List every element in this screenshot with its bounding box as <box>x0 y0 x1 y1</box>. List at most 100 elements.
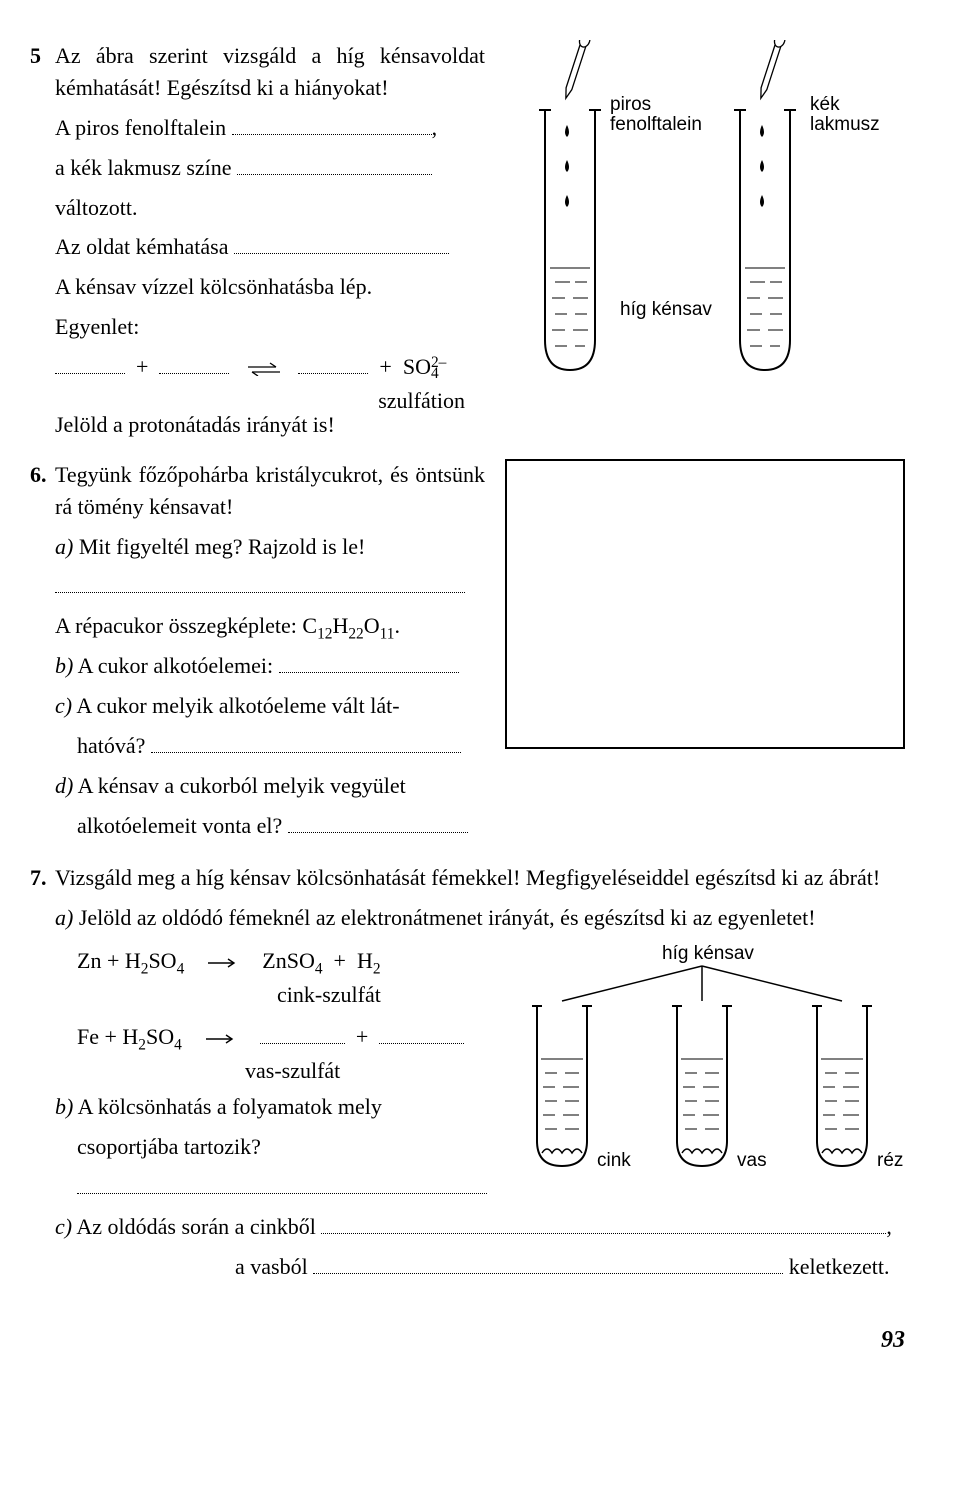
blank[interactable] <box>288 813 468 833</box>
q5-kemhatasa: Az oldat kémhatása <box>55 231 485 263</box>
q6-c1: c) A cukor melyik alkotóeleme vált lát- <box>55 690 485 722</box>
fig7-m2: vas <box>737 1150 767 1171</box>
q7-b-pre: b) <box>55 1094 73 1119</box>
fig7-m3: réz <box>877 1150 903 1171</box>
q6-d-txt1: A kénsav a cukorból melyik vegyület <box>73 773 405 798</box>
tube1 <box>539 110 601 370</box>
blank[interactable] <box>77 1174 487 1194</box>
q5-num: 5 <box>30 40 55 72</box>
q6-b-txt: A cukor alkotóelemei: <box>73 653 278 678</box>
q6-b: b) A cukor alkotóelemei: <box>55 650 485 682</box>
q7-b1: b) A kölcsönhatás a folyamatok mely <box>55 1091 487 1123</box>
q7-a: a) Jelöld az oldódó fémeknél az elektron… <box>55 902 905 934</box>
q7-c-pre: c) <box>55 1214 72 1239</box>
blank[interactable] <box>237 155 432 175</box>
so4-pre: SO <box>403 354 431 379</box>
q6-d-pre: d) <box>55 773 73 798</box>
q5-equation: + + SO2–4 <box>55 351 485 383</box>
comma: , <box>432 115 438 140</box>
q6-intro-text: Tegyünk főzőpohárba kristálycukrot, és ö… <box>55 462 485 519</box>
q5-lakmus: a kék lakmusz színe <box>55 152 485 184</box>
page-number: 93 <box>55 1323 905 1358</box>
q6-d-txt2: alkotóelemeit vonta el? <box>77 813 288 838</box>
q6-blank-line <box>55 570 485 602</box>
q7-c-txt: Az oldódás során a cinkből <box>72 1214 321 1239</box>
arrow-icon <box>206 957 240 969</box>
keletkezett: keletkezett. <box>783 1254 889 1279</box>
q5-phenol-pref: A piros fenolftalein <box>55 115 232 140</box>
q6-intro: 6. Tegyünk főzőpohárba kristálycukrot, é… <box>55 459 485 523</box>
fig5-kek2: lakmusz <box>810 114 880 135</box>
blank[interactable] <box>55 574 465 594</box>
blank[interactable] <box>55 354 125 374</box>
plus: + <box>136 354 148 379</box>
fig5-fenolf1: piros <box>610 94 651 115</box>
q5-egyenlet: Egyenlet: <box>55 311 485 343</box>
q5-valtozott: változott. <box>55 192 485 224</box>
q5-figure: piros fenolftalein kék lakmusz <box>505 40 905 449</box>
q6-c-txt1: A cukor melyik alkotóeleme vált lát- <box>72 693 399 718</box>
q6-a-txt: Mit figyeltél meg? Rajzold is le! <box>73 534 365 559</box>
q6-c-pre: c) <box>55 693 72 718</box>
tube-cink <box>532 1006 592 1166</box>
H: H <box>332 613 348 638</box>
dot: . <box>394 613 400 638</box>
q5-intro-text: Az ábra szerint vizsgáld a híg kénsavold… <box>55 43 485 100</box>
q7-vasbol: a vasból keletkezett. <box>55 1251 905 1283</box>
sub12: 12 <box>317 626 332 643</box>
q5-phenol: A piros fenolftalein , <box>55 112 485 144</box>
q6-d2: alkotóelemeit vonta el? <box>55 810 485 842</box>
q7-b2: csoportjába tartozik? <box>55 1131 487 1163</box>
tube2 <box>734 110 796 370</box>
blank[interactable] <box>279 653 459 673</box>
fig7-acid: híg kénsav <box>662 943 754 964</box>
blank[interactable] <box>313 1254 783 1274</box>
fig5-fenolf2: fenolftalein <box>610 114 702 135</box>
O: O <box>364 613 380 638</box>
blank[interactable] <box>379 1024 464 1044</box>
q5-intro: 5 Az ábra szerint vizsgáld a híg kénsavo… <box>55 40 485 104</box>
blank[interactable] <box>151 733 461 753</box>
q7-num: 7. <box>30 862 55 894</box>
sub11: 11 <box>380 626 395 643</box>
zn-left: Zn + H <box>77 948 141 973</box>
three-tubes-svg: híg kénsav <box>507 941 907 1191</box>
q6-a: a) Mit figyeltél meg? Rajzold is le! <box>55 531 485 563</box>
q5-lakmus-pref: a kék lakmusz színe <box>55 155 237 180</box>
fe-equation: Fe + H2SO4 + <box>55 1021 487 1053</box>
q7-b-txt1: A kölcsönhatás a folyamatok mely <box>73 1094 382 1119</box>
q7-intro: 7. Vizsgáld meg a híg kénsav kölcsönhatá… <box>55 862 905 894</box>
q6-b-pre: b) <box>55 653 73 678</box>
fe-left: Fe + H <box>77 1024 138 1049</box>
arrow-icon <box>204 1033 238 1045</box>
q6-d1: d) A kénsav a cukorból melyik vegyület <box>55 770 485 802</box>
q6-num: 6. <box>30 459 55 491</box>
blank[interactable] <box>234 235 449 255</box>
repacukor-pre: A répacukor összegképlete: C <box>55 613 317 638</box>
plus: + <box>379 354 391 379</box>
blank[interactable] <box>321 1214 886 1234</box>
vas-szulfat-label: vas-szulfát <box>55 1055 487 1087</box>
tube-rez <box>812 1006 872 1166</box>
fig5-acid: híg kénsav <box>620 299 712 320</box>
q7-c: c) Az oldódás során a cinkből , <box>55 1211 905 1243</box>
sub22: 22 <box>348 626 363 643</box>
q7-intro-txt: Vizsgáld meg a híg kénsav kölcsönhatását… <box>55 865 880 890</box>
q7-b-blank <box>55 1171 487 1203</box>
tube-vas <box>672 1006 732 1166</box>
cink-szulfat-label: cink-szulfát <box>55 979 487 1011</box>
blank[interactable] <box>298 354 368 374</box>
q7-figure: híg kénsav <box>507 941 907 1210</box>
equilibrium-arrow-icon <box>246 362 282 376</box>
q6-c-txt2: hatóvá? <box>77 733 151 758</box>
comma: , <box>886 1214 892 1239</box>
fig7-m1: cink <box>597 1150 631 1171</box>
q6-repacukor: A répacukor összegképlete: C12H22O11. <box>55 610 485 642</box>
q6-draw-box[interactable] <box>505 459 905 749</box>
blank[interactable] <box>159 354 229 374</box>
test-tubes-svg: piros fenolftalein kék lakmusz <box>505 40 905 380</box>
q5-vizzel: A kénsav vízzel kölcsönhatásba lép. <box>55 271 485 303</box>
blank[interactable] <box>232 115 432 135</box>
blank[interactable] <box>260 1024 345 1044</box>
fig5-kek1: kék <box>810 94 840 115</box>
